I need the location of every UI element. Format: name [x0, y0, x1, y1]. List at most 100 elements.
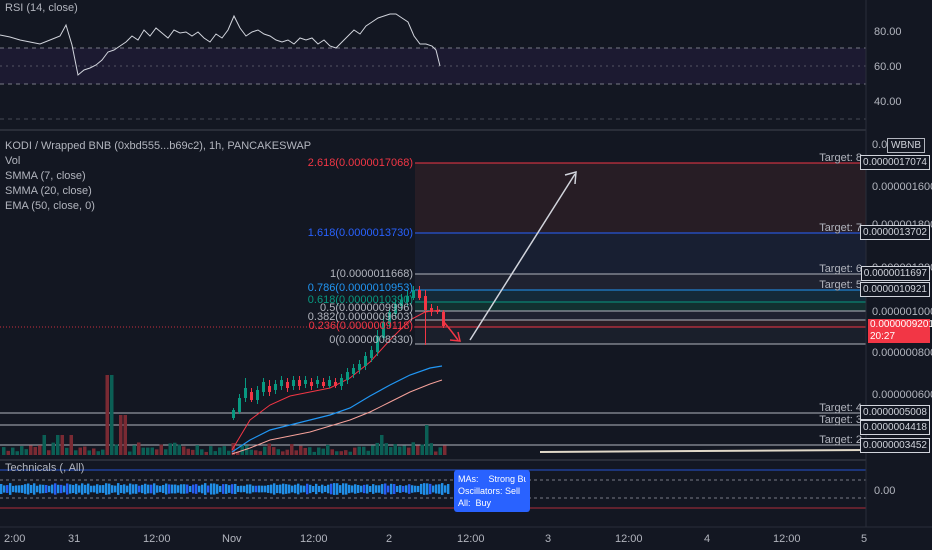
volume-bar	[398, 446, 402, 455]
technicals-bar	[336, 483, 339, 495]
technicals-bar	[249, 484, 252, 494]
technicals-bar	[288, 484, 291, 494]
technicals-bar	[180, 484, 183, 494]
volume-bar	[29, 445, 33, 455]
technicals-bar	[126, 485, 129, 493]
technicals-bar	[384, 483, 387, 495]
fib-label-0382: 0.382(0.0000009603)	[308, 311, 413, 323]
technicals-bar	[135, 484, 138, 494]
technicals-bar	[327, 484, 330, 494]
technicals-bar	[27, 483, 30, 495]
technicals-bar	[258, 485, 261, 493]
indicator-vol[interactable]: Vol	[5, 155, 21, 167]
technicals-bar	[294, 484, 297, 494]
target-4-label: Target: 4	[819, 402, 862, 414]
technicals-bar	[228, 485, 231, 493]
fib-label-0786: 0.786(0.0000010953)	[308, 282, 413, 294]
technicals-bar	[183, 484, 186, 494]
volume-bar	[321, 448, 325, 455]
candle-body	[406, 296, 409, 302]
technicals-bar	[150, 484, 153, 494]
volume-bar	[380, 435, 384, 455]
main-legend[interactable]: KODI / Wrapped BNB (0xbd555...b69c2), 1h…	[5, 139, 311, 214]
time-label: 12:00	[615, 533, 643, 545]
technicals-bar	[66, 483, 69, 495]
technicals-bar	[435, 484, 438, 494]
fib-label-2618: 2.618(0.0000017068)	[308, 157, 413, 169]
symbol-title: KODI / Wrapped BNB (0xbd555...b69c2), 1h…	[5, 140, 312, 152]
rsi-legend[interactable]: RSI (14, close)	[5, 1, 78, 16]
technicals-bar	[90, 485, 93, 493]
candle-body	[304, 380, 307, 384]
indicator-smma-7[interactable]: SMMA (7, close)	[5, 170, 86, 182]
technicals-bar	[324, 485, 327, 493]
technicals-bar	[153, 483, 156, 495]
volume-bar	[281, 451, 285, 455]
volume-bar	[335, 451, 339, 455]
volume-bar	[119, 415, 123, 455]
candle-body	[346, 372, 349, 380]
time-axis[interactable]: 2:00 31 12:00 Nov 12:00 2 12:00 3 12:00 …	[4, 533, 867, 545]
volume-bar	[303, 447, 307, 455]
candle-body	[262, 382, 265, 392]
target-8-price: 0.0000017074	[860, 155, 930, 170]
technicals-bar	[300, 485, 303, 493]
volume-bar	[411, 442, 415, 455]
time-label: 2	[386, 533, 392, 545]
technicals-bar	[162, 484, 165, 494]
volume-bar	[267, 443, 271, 455]
technicals-bar	[357, 484, 360, 494]
indicator-ema-50[interactable]: EMA (50, close, 0)	[5, 200, 95, 212]
technicals-bar	[69, 484, 72, 494]
technicals-bar	[111, 485, 114, 493]
technicals-bar	[93, 485, 96, 493]
volume-bar	[114, 444, 118, 455]
fib-lines	[415, 162, 866, 345]
candle-body	[250, 392, 253, 400]
candle-body	[412, 290, 415, 298]
volume-bar	[96, 451, 100, 455]
volume-bar	[272, 447, 276, 455]
time-label: 12:00	[457, 533, 485, 545]
time-label: 31	[68, 533, 80, 545]
time-label: 12:00	[143, 533, 171, 545]
volume-bar	[15, 451, 19, 455]
technicals-bar	[141, 484, 144, 494]
candle-body	[442, 312, 445, 326]
technicals-bar	[102, 485, 105, 493]
target-2-label: Target: 2	[819, 434, 862, 446]
technicals-bar	[15, 485, 18, 493]
technicals-bar	[411, 485, 414, 493]
technicals-bar	[3, 485, 6, 493]
technicals-bar	[252, 485, 255, 493]
volume-bar	[123, 415, 127, 455]
volume-bar	[33, 447, 37, 455]
candle-body	[232, 410, 235, 418]
bar-countdown: 20:27	[870, 331, 896, 342]
volume-bar	[65, 447, 69, 455]
volume-bar	[69, 435, 73, 455]
indicator-smma-20[interactable]: SMMA (20, close)	[5, 185, 92, 197]
technicals-legend[interactable]: Technicals (, All)	[5, 461, 84, 476]
technicals-bar	[297, 483, 300, 495]
volume-bar	[164, 449, 168, 455]
technicals-bar	[186, 484, 189, 494]
technicals-bar	[36, 485, 39, 493]
volume-bar	[389, 447, 393, 455]
technicals-summary-popup[interactable]: MAs: Strong Buy Oscillators: Sell All: B…	[454, 470, 530, 512]
technicals-bar	[339, 485, 342, 493]
technicals-bar	[375, 485, 378, 493]
all-row: All: Buy	[458, 498, 492, 508]
fib-label-1618: 1.618(0.0000013730)	[308, 227, 413, 239]
technicals-bar	[138, 485, 141, 493]
volume-bar	[353, 447, 357, 455]
volume-bar	[159, 444, 163, 455]
candle-body	[298, 380, 301, 386]
volume-bar	[182, 446, 186, 455]
axis-tick-16: 0.0000016000	[872, 181, 932, 193]
technicals-bar	[279, 484, 282, 494]
technicals-bar	[414, 485, 417, 493]
currency-label[interactable]: WBNB	[887, 138, 925, 153]
volume-bar	[218, 447, 222, 455]
